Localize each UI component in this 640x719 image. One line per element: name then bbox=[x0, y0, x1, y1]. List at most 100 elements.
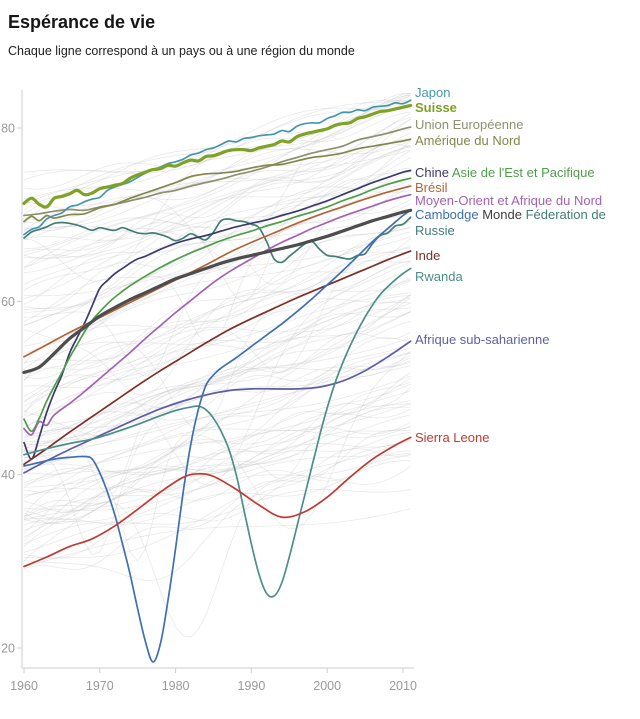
background-line bbox=[23, 261, 411, 486]
series-label-bresil: Brésil bbox=[415, 180, 448, 195]
axes: 20 40 60 80 1960 1970 1980 1990 2000 2010 bbox=[1, 90, 417, 693]
background-line bbox=[23, 360, 411, 534]
background-line bbox=[23, 150, 411, 343]
label-moyen-orient: Moyen-Orient et Afrique du Nord bbox=[415, 193, 602, 209]
background-line bbox=[23, 144, 411, 229]
x-tick-label: 2010 bbox=[389, 679, 417, 693]
background-line bbox=[23, 386, 411, 524]
background-line bbox=[23, 311, 411, 398]
background-line bbox=[23, 138, 411, 232]
background-line bbox=[23, 132, 411, 326]
background-line bbox=[23, 251, 411, 431]
background-line bbox=[23, 450, 411, 521]
background-line bbox=[23, 354, 411, 437]
background-line bbox=[23, 292, 411, 407]
label-amerique-du-nord: Amérique du Nord bbox=[415, 133, 521, 149]
background-line bbox=[23, 143, 411, 269]
background-line bbox=[23, 302, 411, 446]
label-union-europeenne: Union Européenne bbox=[415, 117, 523, 133]
background-line bbox=[23, 460, 411, 526]
y-tick-label: 60 bbox=[1, 295, 15, 309]
background-line bbox=[23, 145, 411, 326]
label-afrique-sub-saharienne: Afrique sub-saharienne bbox=[415, 332, 549, 348]
line-inde bbox=[23, 250, 412, 466]
background-line bbox=[23, 426, 411, 496]
background-line bbox=[23, 220, 411, 416]
series-label-union-europeenne: Union Européenne bbox=[415, 117, 524, 132]
page-title: Espérance de vie bbox=[8, 12, 156, 32]
background-line bbox=[23, 277, 411, 455]
background-line bbox=[23, 226, 411, 381]
x-tick-label: 1980 bbox=[162, 679, 190, 693]
background-line bbox=[23, 431, 411, 498]
background-line bbox=[23, 118, 411, 268]
background-line bbox=[23, 107, 411, 181]
background-line bbox=[23, 436, 411, 559]
label-rwanda: Rwanda bbox=[415, 269, 463, 285]
background-line bbox=[23, 186, 411, 345]
background-line bbox=[23, 146, 411, 241]
background-line bbox=[23, 183, 411, 365]
label-inde: Inde bbox=[415, 248, 440, 264]
background-line bbox=[23, 293, 411, 556]
background-line bbox=[23, 256, 411, 381]
background-line bbox=[23, 231, 411, 297]
background-line bbox=[23, 375, 411, 459]
background-line bbox=[23, 455, 411, 517]
background-line bbox=[23, 421, 411, 521]
background-line bbox=[23, 403, 411, 484]
background-line bbox=[23, 220, 411, 370]
series-label-japon: Japon bbox=[415, 85, 451, 100]
background-line bbox=[23, 92, 411, 271]
background-line bbox=[23, 227, 411, 413]
background-line bbox=[23, 438, 411, 493]
y-tick-label: 40 bbox=[1, 468, 15, 482]
background-line bbox=[23, 217, 411, 381]
background-line bbox=[23, 178, 411, 310]
series-label-amerique-du-nord: Amérique du Nord bbox=[415, 133, 521, 148]
label-bresil: Brésil bbox=[415, 180, 448, 196]
background-line bbox=[23, 414, 411, 520]
background-line bbox=[23, 199, 411, 259]
line-russie bbox=[23, 216, 412, 264]
line-suisse bbox=[22, 103, 413, 209]
series-label-cambodge: Cambodge bbox=[415, 207, 483, 222]
background-line bbox=[23, 169, 411, 286]
background-line bbox=[23, 351, 411, 562]
series-label-monde: Monde bbox=[482, 207, 526, 222]
series-label-russie: Féderation de Russie bbox=[415, 207, 606, 238]
background-line bbox=[23, 425, 411, 476]
label-chine-asie: Chine Asie de l'Est et Pacifique bbox=[415, 165, 595, 181]
background-line bbox=[23, 138, 411, 221]
series-label-moyen-orient-afrique-nord: Moyen-Orient et Afrique du Nord bbox=[415, 193, 603, 208]
background-line bbox=[23, 440, 411, 581]
background-lines bbox=[23, 92, 411, 638]
background-line bbox=[23, 351, 411, 519]
x-tick-label: 1990 bbox=[237, 679, 265, 693]
background-line bbox=[23, 331, 411, 447]
background-line bbox=[23, 213, 411, 286]
axis-line bbox=[21, 90, 414, 669]
line-monde bbox=[22, 208, 413, 374]
background-line bbox=[23, 111, 411, 190]
background-line bbox=[23, 390, 411, 486]
background-line bbox=[23, 400, 411, 561]
background-line bbox=[23, 297, 411, 403]
background-line bbox=[23, 381, 411, 525]
series-label-sierra-leone: Sierra Leone bbox=[415, 430, 490, 445]
background-line bbox=[23, 269, 411, 442]
background-line bbox=[23, 430, 411, 570]
background-line bbox=[23, 406, 411, 531]
x-tick-label: 2000 bbox=[313, 679, 341, 693]
background-line bbox=[23, 488, 411, 545]
series-label-afrique-sub-saharienne: Afrique sub-saharienne bbox=[415, 332, 550, 347]
series-lines bbox=[22, 99, 413, 663]
background-line bbox=[23, 466, 411, 560]
y-tick-label: 80 bbox=[1, 122, 15, 136]
page-subtitle: Chaque ligne correspond à un pays ou à u… bbox=[8, 44, 355, 58]
line-chine bbox=[23, 169, 412, 460]
background-line bbox=[23, 361, 411, 438]
background-line bbox=[23, 357, 411, 530]
